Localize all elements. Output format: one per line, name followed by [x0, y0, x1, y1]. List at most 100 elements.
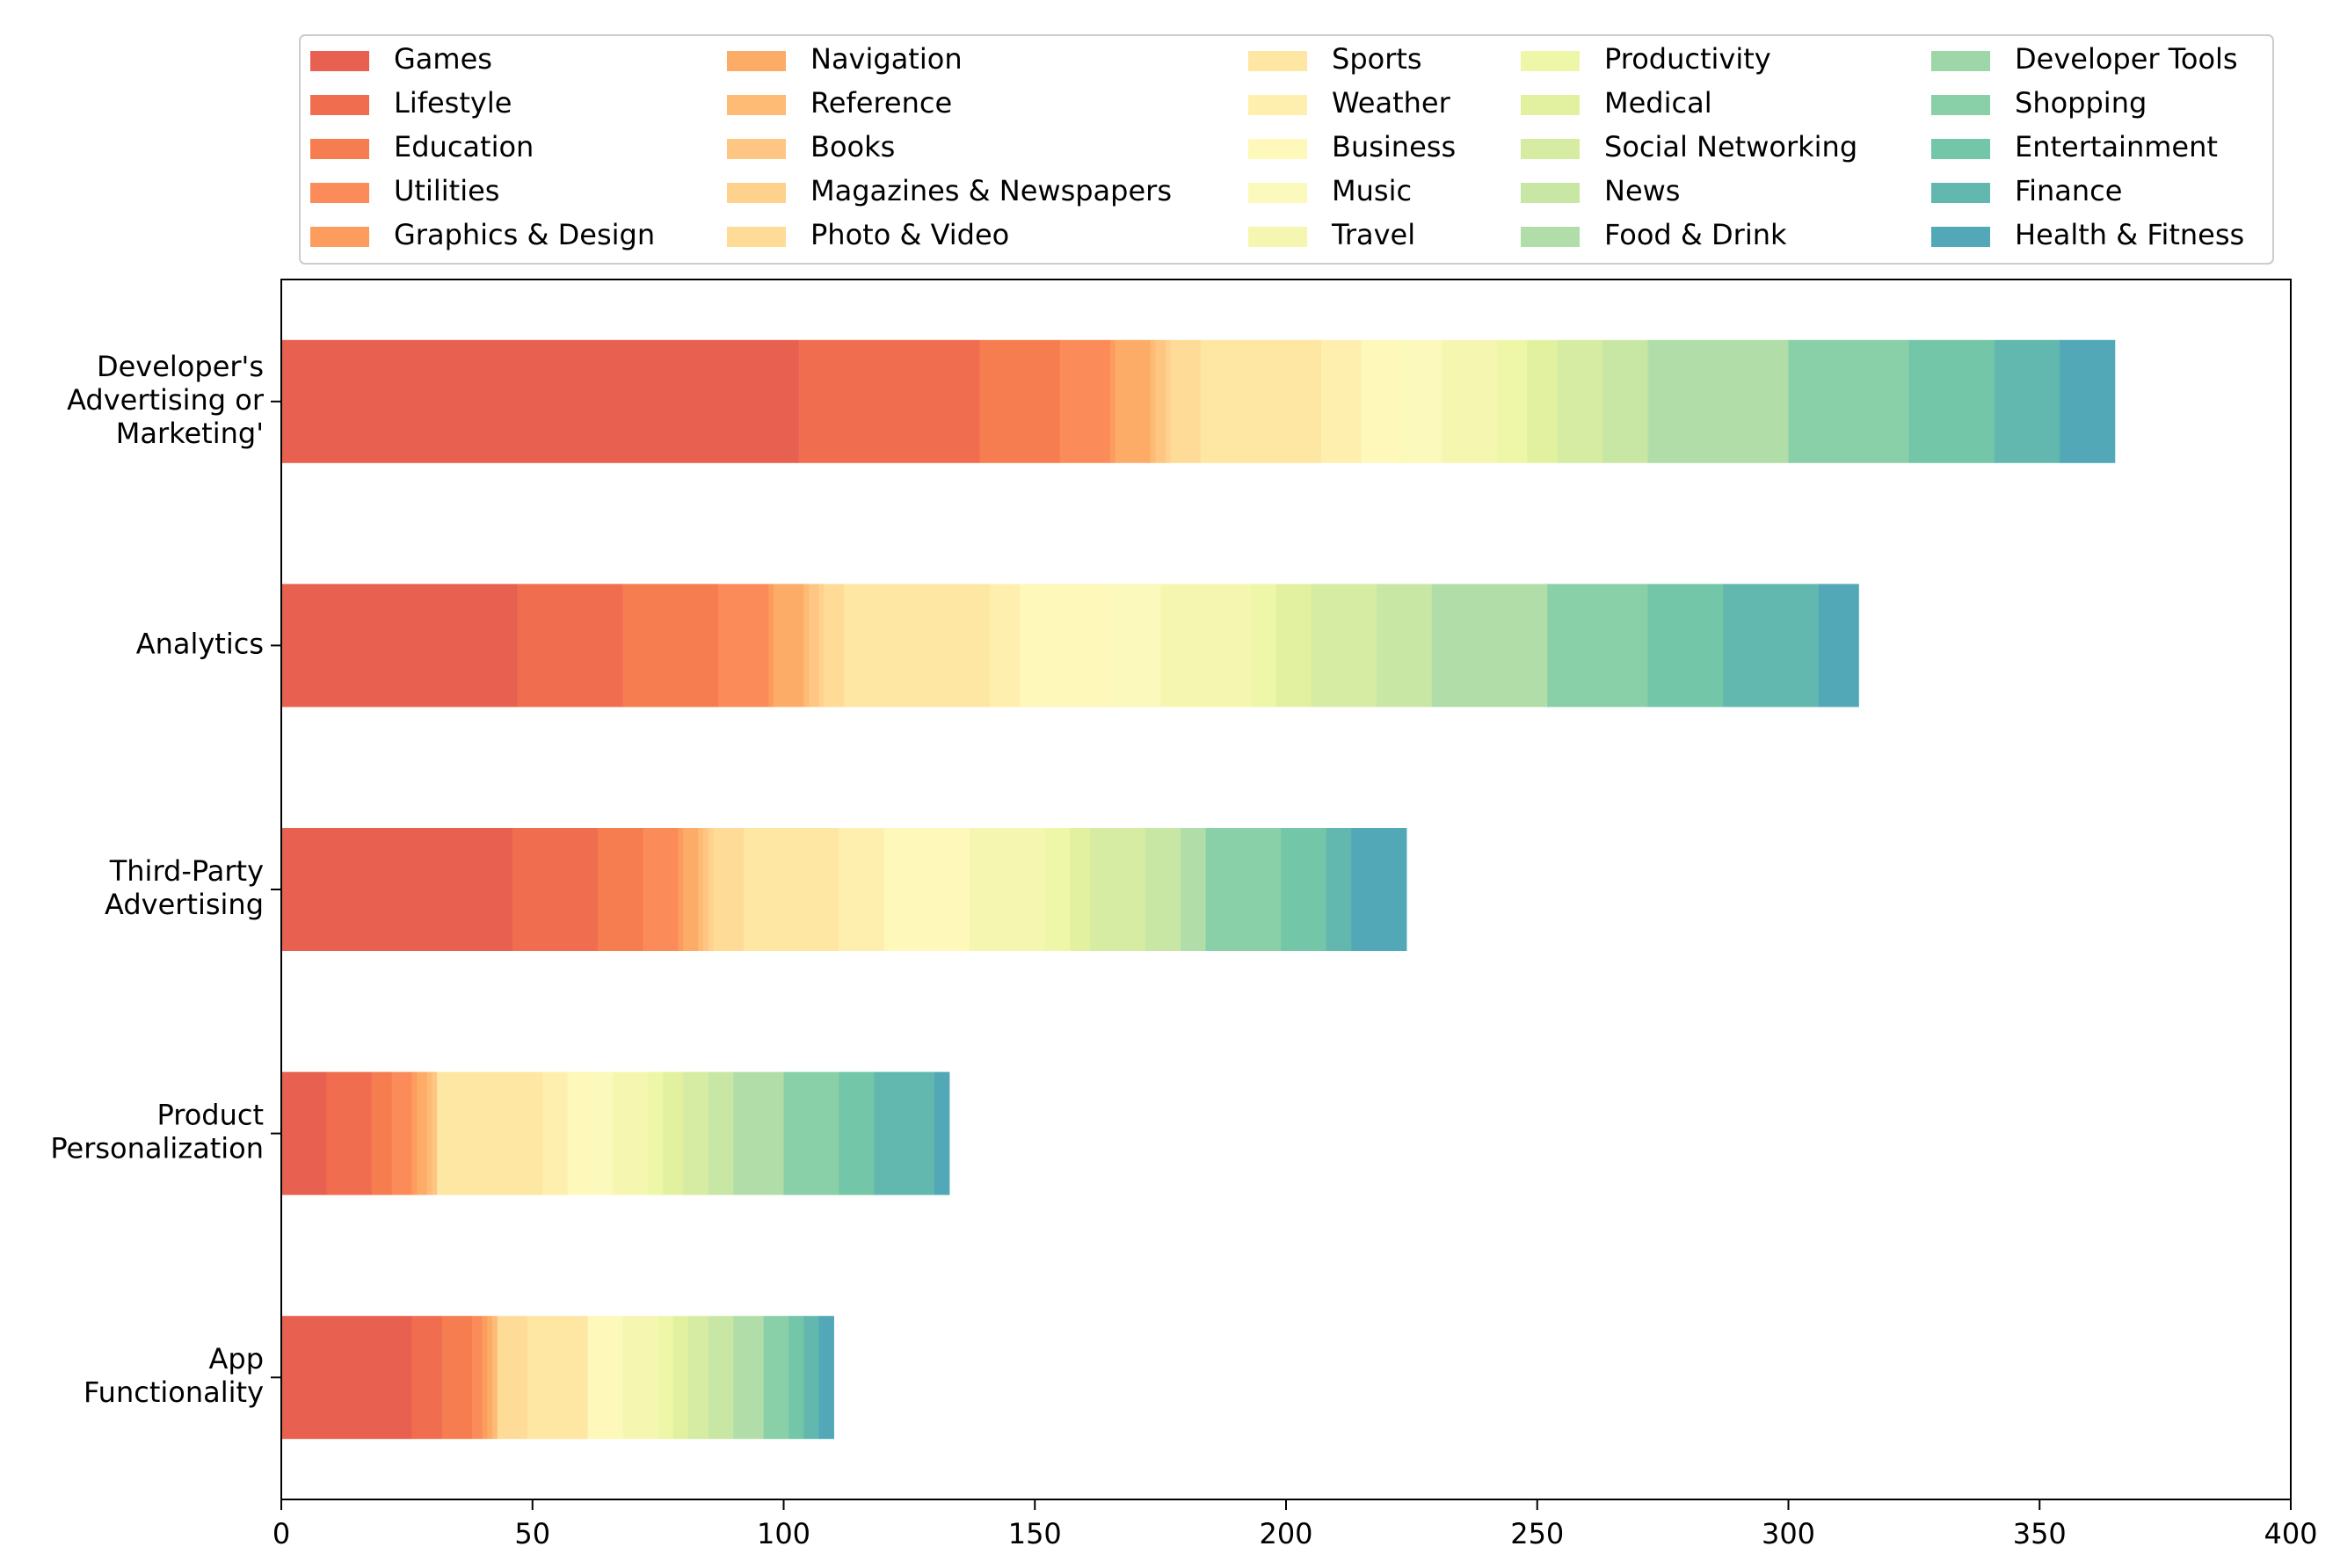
bar-app-functionality-photo-and-video: [497, 1316, 528, 1440]
bar-app-functionality-entertainment: [788, 1316, 804, 1440]
bar-third-party-advertising-health-and-fitness: [1351, 828, 1407, 951]
legend-swatch-travel: [1248, 227, 1307, 247]
bar-analytics-lifestyle: [517, 584, 623, 708]
bar-third-party-advertising-shopping: [1205, 828, 1282, 951]
bar-analytics-graphics-and-design: [768, 584, 774, 708]
legend-label-productivity: Productivity: [1604, 42, 1771, 76]
legend-label-magazines-and-newspapers: Magazines & Newspapers: [810, 174, 1172, 207]
bar-developer-s-advertising-or-marketing-health-and-fitness: [2060, 339, 2116, 463]
legend-label-social-networking: Social Networking: [1604, 130, 1857, 163]
bar-developer-s-advertising-or-marketing-food-and-drink: [1647, 339, 1789, 463]
bar-app-functionality-utilities: [472, 1316, 483, 1440]
legend-label-photo-and-video: Photo & Video: [810, 218, 1009, 251]
bar-developer-s-advertising-or-marketing-shopping: [1788, 339, 1909, 463]
bar-third-party-advertising-food-and-drink: [1180, 828, 1206, 951]
bar-app-functionality-social-networking: [687, 1316, 709, 1440]
bar-app-functionality-lifestyle: [411, 1316, 443, 1440]
legend: Games Lifestyle Education Utilities Graphics…: [299, 34, 2274, 265]
legend-label-education: Education: [394, 130, 534, 163]
legend-swatch-music: [1248, 183, 1307, 203]
bar-analytics-weather: [989, 584, 1021, 708]
bar-third-party-advertising-lifestyle: [512, 828, 599, 951]
bar-app-functionality-medical: [672, 1316, 689, 1440]
bar-developer-s-advertising-or-marketing-sports: [1200, 339, 1322, 463]
bar-analytics-food-and-drink: [1431, 584, 1548, 708]
legend-swatch-navigation: [727, 51, 786, 71]
legend-swatch-entertainment: [1931, 139, 1990, 159]
legend-swatch-graphics-and-design: [310, 227, 369, 247]
bar-developer-s-advertising-or-marketing-entertainment: [1908, 339, 1995, 463]
y-category-label: Advertising: [105, 888, 264, 921]
bar-analytics-magazines-and-newspapers: [818, 584, 825, 708]
legend-swatch-business: [1248, 139, 1307, 159]
bar-analytics-shopping: [1547, 584, 1648, 708]
bar-developer-s-advertising-or-marketing-education: [979, 339, 1061, 463]
bar-developer-s-advertising-or-marketing-finance: [1994, 339, 2060, 463]
bar-product-personalization-social-networking: [683, 1071, 709, 1195]
bar-analytics-medical: [1275, 584, 1312, 708]
bar-developer-s-advertising-or-marketing-travel: [1442, 339, 1498, 463]
bar-third-party-advertising-news: [1145, 828, 1181, 951]
legend-swatch-developer-tools: [1931, 51, 1990, 71]
bar-app-functionality-health-and-fitness: [818, 1316, 834, 1440]
bar-app-functionality-navigation: [487, 1316, 493, 1440]
legend-label-news: News: [1604, 174, 1680, 207]
bar-third-party-advertising-education: [598, 828, 643, 951]
bar-product-personalization-food-and-drink: [733, 1071, 784, 1195]
legend-label-games: Games: [394, 42, 492, 76]
bar-product-personalization-music: [592, 1071, 614, 1195]
bar-product-personalization-navigation: [417, 1071, 428, 1195]
bar-product-personalization-utilities: [391, 1071, 412, 1195]
bar-third-party-advertising-books: [703, 828, 709, 951]
legend-label-music: Music: [1332, 174, 1412, 207]
legend-label-navigation: Navigation: [810, 42, 963, 76]
legend-label-shopping: Shopping: [2015, 86, 2147, 120]
bar-third-party-advertising-navigation: [683, 828, 699, 951]
x-tick-label: 50: [514, 1517, 550, 1550]
legend-label-weather: Weather: [1332, 86, 1451, 120]
legend-swatch-photo-and-video: [727, 227, 786, 247]
bar-analytics-utilities: [718, 584, 769, 708]
bar-third-party-advertising-social-networking: [1090, 828, 1146, 951]
legend-swatch-games: [310, 51, 369, 71]
bar-analytics-education: [622, 584, 719, 708]
bar-app-functionality-games: [281, 1316, 412, 1440]
y-category-label: Advertising or: [67, 383, 265, 417]
bar-app-functionality-education: [441, 1316, 473, 1440]
bar-developer-s-advertising-or-marketing-graphics-and-design: [1109, 339, 1115, 463]
bar-app-functionality-music: [617, 1316, 623, 1440]
bar-app-functionality-shopping: [763, 1316, 789, 1440]
y-category-label: Functionality: [84, 1376, 264, 1409]
x-tick-label: 150: [1008, 1517, 1062, 1550]
legend-swatch-food-and-drink: [1521, 227, 1580, 247]
legend-swatch-utilities: [310, 183, 369, 203]
bar-third-party-advertising-finance: [1326, 828, 1352, 951]
bar-product-personalization-entertainment: [839, 1071, 875, 1195]
bar-analytics-reference: [803, 584, 810, 708]
bar-analytics-finance: [1723, 584, 1820, 708]
bar-product-personalization-productivity: [648, 1071, 664, 1195]
y-category-label: Developer's: [97, 350, 264, 383]
bar-product-personalization-reference: [426, 1071, 432, 1195]
bar-third-party-advertising-sports: [743, 828, 839, 951]
bar-product-personalization-graphics-and-design: [411, 1071, 418, 1195]
bar-developer-s-advertising-or-marketing-photo-and-video: [1170, 339, 1202, 463]
bar-developer-s-advertising-or-marketing-reference: [1150, 339, 1156, 463]
bar-product-personalization-shopping: [783, 1071, 839, 1195]
bar-developer-s-advertising-or-marketing-navigation: [1115, 339, 1151, 463]
y-category-label: App: [208, 1342, 264, 1376]
legend-label-food-and-drink: Food & Drink: [1604, 218, 1787, 251]
bar-analytics-news: [1376, 584, 1433, 708]
bar-product-personalization-health-and-fitness: [934, 1071, 950, 1195]
legend-label-reference: Reference: [810, 86, 952, 120]
bar-product-personalization-medical: [663, 1071, 684, 1195]
bar-app-functionality-food-and-drink: [733, 1316, 764, 1440]
bar-product-personalization-education: [371, 1071, 393, 1195]
legend-swatch-social-networking: [1521, 139, 1580, 159]
bar-product-personalization-books: [432, 1071, 438, 1195]
legend-label-developer-tools: Developer Tools: [2015, 42, 2238, 76]
bar-product-personalization-news: [708, 1071, 734, 1195]
bar-analytics-navigation: [774, 584, 804, 708]
